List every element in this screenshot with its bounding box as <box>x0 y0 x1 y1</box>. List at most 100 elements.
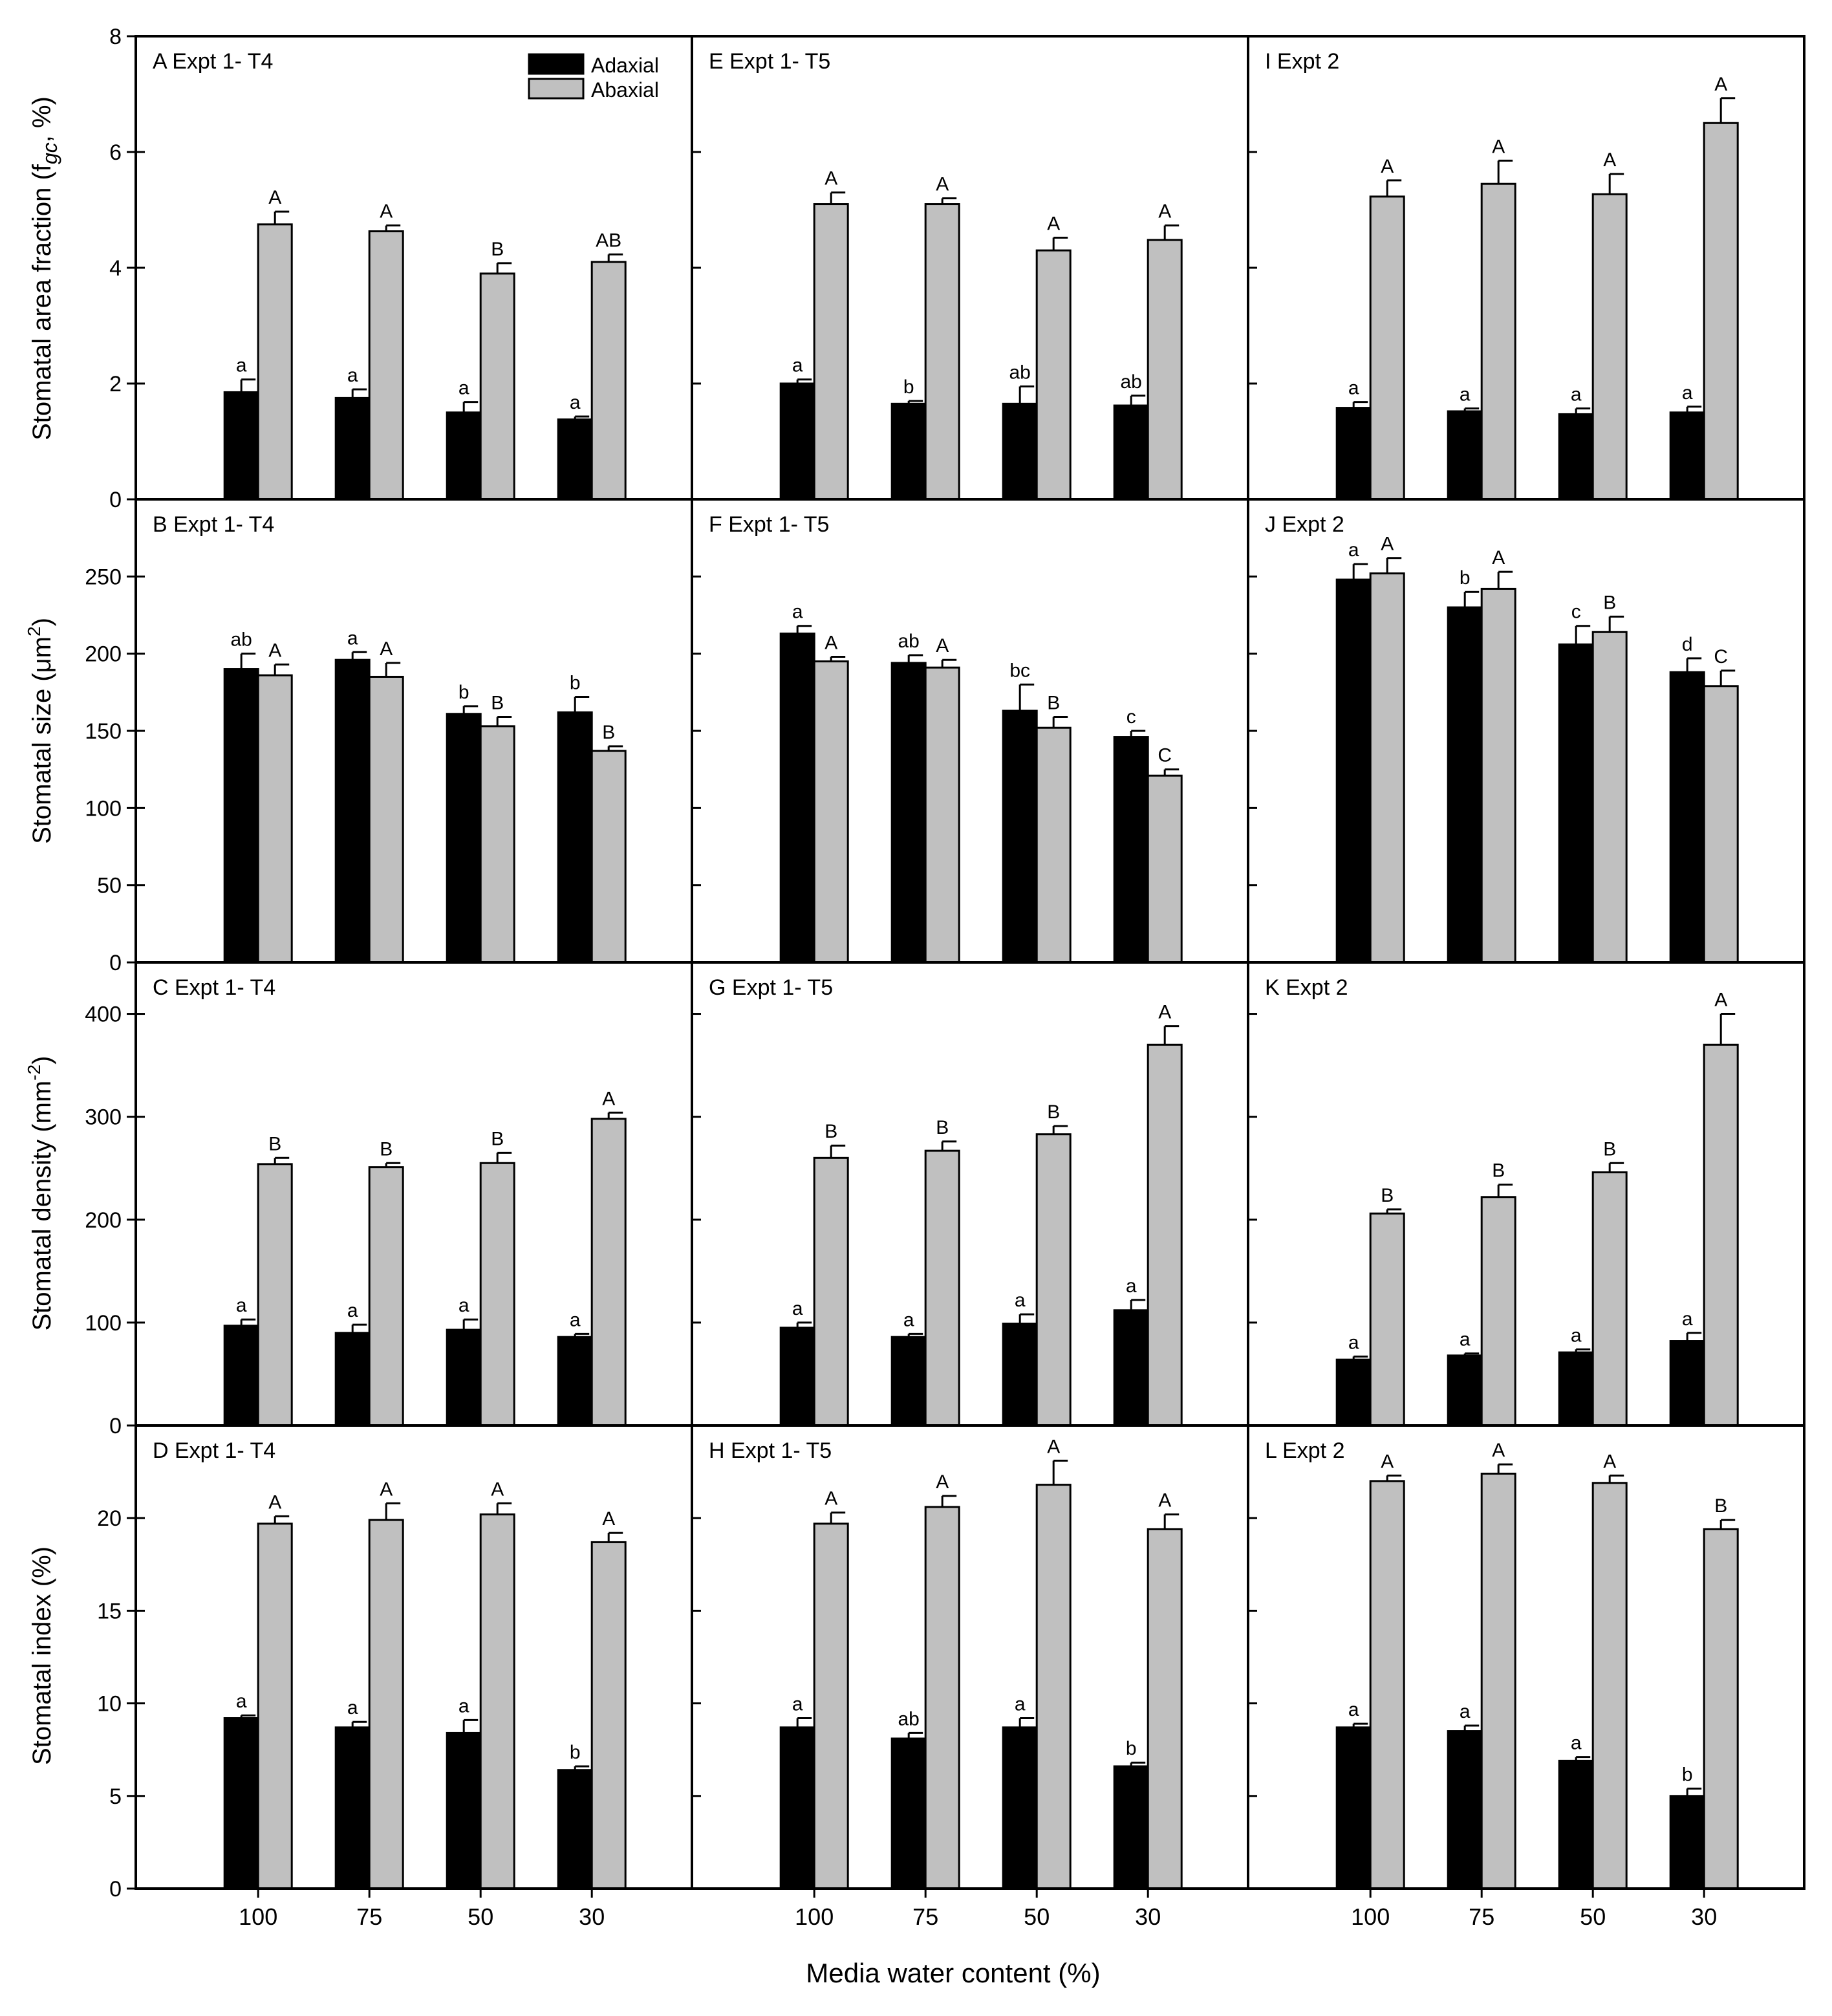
sig-letter-H-abaxial-100: A <box>824 1488 837 1510</box>
ytick-label-B-250: 250 <box>85 565 122 589</box>
bar-G-abaxial-50 <box>1035 1133 1072 1427</box>
bar-D-abaxial-75 <box>368 1519 404 1890</box>
panel-title-I: I Expt 2 <box>1265 49 1339 74</box>
panel-title-C: C Expt 1- T4 <box>153 975 275 1000</box>
bar-E-adaxial-50 <box>1002 402 1038 501</box>
sig-letter-L-abaxial-100: A <box>1381 1451 1394 1472</box>
legend-label-adaxial: Adaxial <box>591 54 659 77</box>
bar-I-adaxial-100 <box>1335 407 1372 501</box>
bar-B-abaxial-75 <box>368 675 404 964</box>
sig-letter-J-abaxial-50: B <box>1603 592 1616 613</box>
sig-letter-F-adaxial-75: ab <box>898 631 920 652</box>
ytick-label-C-300: 300 <box>85 1105 122 1130</box>
bar-L-adaxial-50 <box>1558 1759 1594 1890</box>
bar-C-abaxial-50 <box>479 1162 515 1427</box>
legend-label-abaxial: Abaxial <box>591 78 659 102</box>
ytick-label-C-200: 200 <box>85 1208 122 1233</box>
ylabel-row-2: Stomatal size (μm2) <box>24 618 56 844</box>
bar-E-adaxial-30 <box>1113 404 1149 501</box>
ytick-label-C-400: 400 <box>85 1003 122 1027</box>
x-category-D-100: 100 <box>239 1903 277 1930</box>
bar-I-abaxial-30 <box>1703 122 1739 501</box>
sig-letter-G-adaxial-50: a <box>1015 1290 1026 1311</box>
bar-H-adaxial-100 <box>779 1726 815 1890</box>
bar-I-abaxial-50 <box>1591 193 1628 501</box>
sig-letter-K-adaxial-30: a <box>1682 1308 1693 1330</box>
sig-letter-C-adaxial-75: a <box>347 1300 358 1321</box>
sig-letter-H-abaxial-75: A <box>936 1471 949 1493</box>
bar-E-adaxial-100 <box>779 382 815 501</box>
x-category-H-100: 100 <box>795 1903 834 1930</box>
x-category-H-50: 50 <box>1024 1903 1050 1930</box>
ylabel-row-4: Stomatal index (%) <box>28 1546 56 1765</box>
bar-J-abaxial-100 <box>1369 572 1405 964</box>
sig-letter-L-abaxial-75: A <box>1492 1440 1505 1461</box>
bar-H-abaxial-30 <box>1147 1528 1183 1890</box>
ytick-label-D-5: 5 <box>109 1784 122 1809</box>
sig-letter-G-adaxial-100: a <box>792 1298 803 1319</box>
sig-letter-L-abaxial-50: A <box>1603 1451 1616 1472</box>
x-category-labels: 100 75 50 30 100 75 50 30 100 75 50 30 <box>239 1903 1717 1930</box>
bar-A-abaxial-100 <box>257 223 293 501</box>
bar-F-abaxial-30 <box>1147 774 1183 964</box>
sig-letter-E-abaxial-50: A <box>1047 213 1060 234</box>
ytick-label-B-150: 150 <box>85 719 122 744</box>
sig-letter-I-adaxial-50: a <box>1571 384 1582 405</box>
panel-L: a a a b A A A B L Expt 2 <box>1247 1424 1805 1898</box>
panel-title-D: D Expt 1- T4 <box>153 1438 275 1463</box>
sig-letter-C-adaxial-100: a <box>236 1295 247 1316</box>
x-category-D-30: 30 <box>579 1903 605 1930</box>
sig-letter-G-adaxial-75: a <box>903 1309 914 1330</box>
sig-letter-H-adaxial-100: a <box>792 1694 803 1715</box>
x-category-H-75: 75 <box>912 1903 938 1930</box>
bar-L-abaxial-50 <box>1591 1482 1628 1890</box>
bar-A-adaxial-50 <box>446 411 482 501</box>
sig-letter-D-abaxial-30: A <box>602 1508 615 1530</box>
x-category-L-30: 30 <box>1691 1903 1717 1930</box>
bar-H-adaxial-30 <box>1113 1765 1149 1890</box>
sig-letter-K-adaxial-100: a <box>1348 1332 1359 1353</box>
bar-C-adaxial-100 <box>223 1325 259 1427</box>
bar-G-abaxial-100 <box>813 1156 849 1427</box>
sig-letter-I-abaxial-50: A <box>1603 149 1616 171</box>
sig-letter-A-adaxial-75: a <box>347 365 358 386</box>
sig-letter-B-abaxial-30: B <box>602 722 615 743</box>
ytick-label-D-0: 0 <box>109 1877 122 1902</box>
bar-A-adaxial-30 <box>557 418 593 501</box>
bar-A-adaxial-100 <box>223 391 259 501</box>
sig-letter-I-adaxial-30: a <box>1682 382 1693 404</box>
ytick-label-B-0: 0 <box>109 951 122 975</box>
sig-letter-B-adaxial-75: a <box>347 627 358 649</box>
bar-B-abaxial-50 <box>479 725 515 964</box>
panel-J: a b c d A A B C J Expt 2 <box>1247 498 1805 964</box>
bar-B-adaxial-75 <box>334 658 371 964</box>
sig-letter-C-abaxial-75: B <box>380 1138 393 1160</box>
bar-J-adaxial-75 <box>1447 606 1483 964</box>
sig-letter-D-adaxial-100: a <box>236 1691 247 1712</box>
bar-A-adaxial-75 <box>334 396 371 501</box>
sig-letter-D-adaxial-50: a <box>458 1695 469 1717</box>
sig-letter-F-adaxial-100: a <box>792 602 803 623</box>
sig-letter-C-adaxial-30: a <box>570 1309 581 1330</box>
sig-letter-H-abaxial-50: A <box>1047 1436 1060 1457</box>
sig-letter-A-abaxial-50: B <box>491 239 504 260</box>
bar-G-adaxial-100 <box>779 1327 815 1427</box>
sig-letter-K-abaxial-75: B <box>1492 1160 1505 1182</box>
sig-letter-E-abaxial-30: A <box>1158 201 1171 222</box>
x-category-H-30: 30 <box>1135 1903 1161 1930</box>
ytick-label-A-6: 6 <box>109 140 122 165</box>
bar-F-adaxial-100 <box>779 633 815 964</box>
sig-letter-L-adaxial-75: a <box>1460 1701 1471 1722</box>
x-axis-title: Media water content (%) <box>806 1958 1100 1988</box>
panel-I: a a a a A A A A I Expt 2 <box>1247 35 1805 501</box>
bar-L-adaxial-30 <box>1669 1795 1705 1890</box>
bar-B-adaxial-50 <box>446 713 482 964</box>
sig-letter-E-adaxial-30: ab <box>1121 371 1142 393</box>
bar-L-abaxial-100 <box>1369 1480 1405 1890</box>
bar-J-adaxial-50 <box>1558 643 1594 964</box>
x-category-L-75: 75 <box>1469 1903 1494 1930</box>
sig-letter-H-adaxial-50: a <box>1015 1694 1026 1715</box>
x-category-L-50: 50 <box>1580 1903 1606 1930</box>
